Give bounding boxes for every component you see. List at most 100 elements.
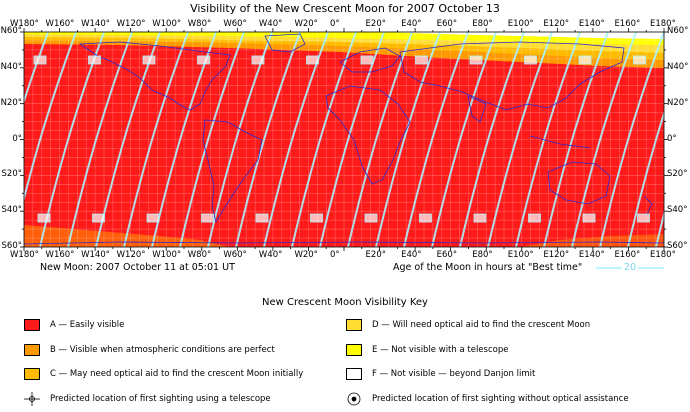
key-swatch-d [346,319,362,331]
age-legend-label: Age of the Moon in hours at "Best time" [393,262,583,273]
new-moon-time: New Moon: 2007 October 11 at 05:01 UT [40,262,235,273]
lon-label-bottom-18: E180° [650,250,676,260]
age-contour-label-box [637,213,650,223]
lon-label-top-1: W160° [45,19,75,29]
lon-label-bottom-5: W80° [187,250,212,260]
age-contour-label-box [633,55,646,65]
key-label-c: C — May need optical aid to find the cre… [50,369,304,379]
lon-label-top-11: E40° [401,19,422,29]
lon-label-bottom-13: E80° [472,250,493,260]
lon-label-bottom-12: E60° [436,250,458,260]
age-contour-label-box [146,213,160,223]
lon-label-bottom-17: E160° [614,250,641,260]
lon-label-top-17: E160° [614,19,641,29]
age-contour-label-box [37,213,51,223]
age-contour-label-box [142,55,156,65]
lon-label-bottom-1: W160° [45,250,75,260]
key-label-b: B — Visible when atmospheric conditions … [50,345,275,355]
lat-label-right-4: S20° [667,169,688,180]
key-swatch-f [346,368,362,380]
lon-label-bottom-6: W60° [223,250,247,260]
lat-label-right-3: 0° [667,133,677,144]
lon-label-bottom-7: W40° [258,250,283,260]
age-contour-line [543,32,609,247]
age-contour-line [599,32,664,247]
age-legend-value: 20 [622,262,639,273]
age-contour-line [179,32,245,247]
key-swatch-c [24,368,40,380]
lon-label-bottom-16: E140° [578,250,605,260]
key-swatch-a [24,319,40,331]
lon-label-bottom-15: E120° [543,250,570,260]
lon-label-bottom-2: W140° [81,250,110,260]
age-contour-label-box [201,213,214,223]
age-contour-line [375,32,441,247]
age-contour-line [571,32,637,247]
lat-label-right-5: S40° [667,205,688,216]
lon-label-top-16: E140° [578,19,605,29]
lat-label-left-4: S20° [1,169,22,180]
lon-label-top-10: E20° [365,19,386,29]
lat-label-left-0: N60° [0,26,22,36]
map-title: Visibility of the New Crescent Moon for … [190,2,500,15]
age-contour-label-box [364,213,378,223]
age-contour-label-box [419,213,432,223]
age-contour-line [291,32,357,247]
lon-label-top-9: 0° [330,19,340,29]
age-contour-line [655,209,664,247]
lon-label-top-6: W60° [223,19,247,29]
age-contour-line [403,32,469,247]
key-label-a: A — Easily visible [50,320,125,330]
age-contour-label-box [255,213,269,223]
lon-label-top-18: E180° [650,19,676,29]
age-contour-line [347,32,413,247]
key-label-f: F — Not visible — beyond Danjon limit [372,369,536,379]
age-contour-label-box [92,213,105,223]
age-contour-label-box [524,55,537,65]
lon-label-top-12: E60° [436,19,458,29]
key-title: New Crescent Moon Visibility Key [262,297,428,308]
age-contour-label-box [582,213,596,223]
lon-label-bottom-0: W180° [10,250,39,260]
lon-label-top-0: W180° [10,19,39,29]
key-swatch-e [346,344,362,356]
age-contour-line [627,110,664,247]
lon-label-top-5: W80° [187,19,212,29]
age-contour-label-box [251,55,265,65]
age-contour-line [431,32,497,247]
key-label-d: D — Will need optical aid to find the cr… [372,320,591,330]
age-contour-label-box [197,55,210,65]
lat-label-right-0: N60° [667,26,689,36]
lon-label-top-2: W140° [81,19,110,29]
key-label-e: E — Not visible with a telescope [372,345,509,355]
lon-label-top-8: W20° [294,19,318,29]
lon-label-bottom-3: W120° [116,250,146,260]
age-contour-line [24,32,77,203]
age-contour-label-box [578,55,592,65]
lon-label-top-14: E100° [507,19,534,29]
lon-label-bottom-11: E40° [401,250,422,260]
lat-label-left-2: N20° [0,97,22,108]
lon-label-top-7: W40° [258,19,283,29]
lat-label-left-1: N40° [0,61,22,72]
lat-label-left-3: 0° [12,133,22,144]
age-contour-line [123,32,189,247]
age-contour-label-box [33,55,47,65]
lat-label-right-2: N20° [667,97,689,108]
lat-label-right-1: N40° [667,61,689,72]
coastlines [24,33,664,245]
age-contour-label-box [469,55,483,65]
lon-label-bottom-9: 0° [330,250,340,260]
key-swatch-b [24,344,40,356]
telescope-marker-label: Predicted location of first sighting usi… [50,394,271,404]
age-contour-line [515,32,581,247]
lon-label-top-4: W100° [152,19,182,29]
naked-eye-marker-label: Predicted location of first sighting wit… [372,394,629,404]
age-contour-label-box [528,213,541,223]
age-contour-line [67,32,133,247]
age-contour-line [459,32,525,247]
lat-label-right-6: S60° [667,241,688,251]
lon-label-top-15: E120° [543,19,570,29]
age-contour-label-box [473,213,487,223]
